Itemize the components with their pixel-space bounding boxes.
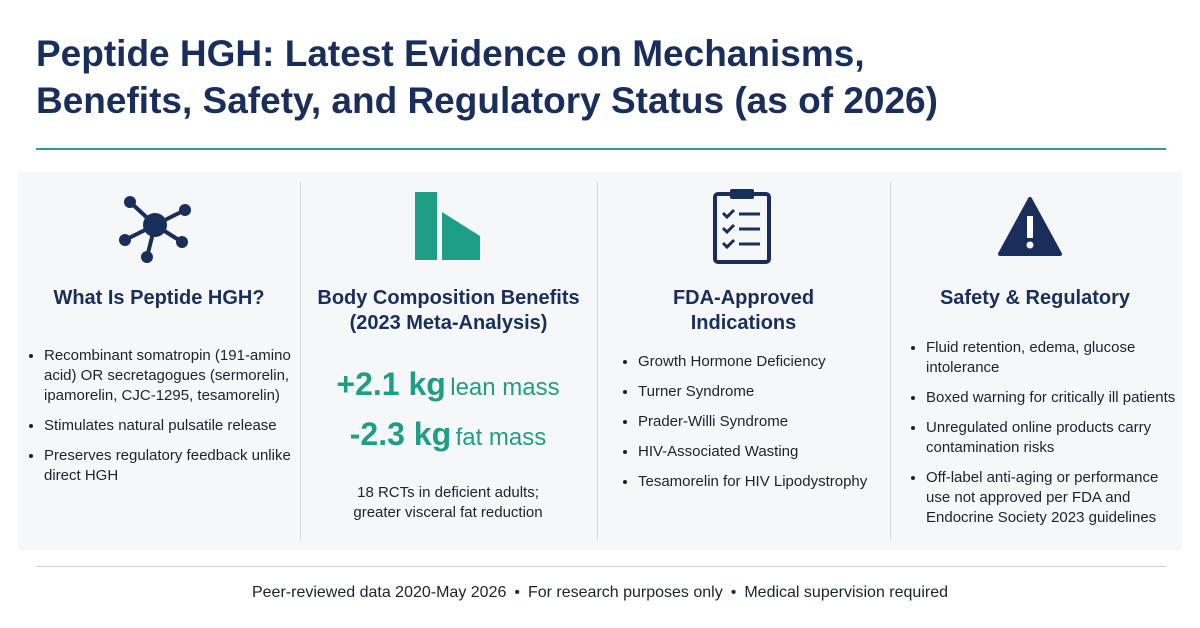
heading-line: What Is Peptide HGH? bbox=[53, 287, 265, 309]
bullet: HIV-Associated Wasting bbox=[638, 442, 878, 462]
title-line: Benefits, Safety, and Regulatory Status … bbox=[36, 80, 938, 121]
column-heading: Safety & Regulatory bbox=[890, 286, 1180, 311]
note: 18 RCTs in deficient adults; greater visc… bbox=[298, 483, 598, 523]
column-heading: FDA-Approved Indications bbox=[597, 286, 890, 336]
divider bbox=[36, 148, 1166, 150]
chart-icon bbox=[415, 192, 480, 260]
heading-line: (2023 Meta-Analysis) bbox=[349, 312, 548, 334]
heading-line: Safety & Regulatory bbox=[939, 287, 1131, 309]
bullet-dot: • bbox=[730, 584, 737, 601]
bullet: Tesamorelin for HIV Lipodystrophy bbox=[638, 472, 878, 492]
bullet-list: Growth Hormone Deficiency Turner Syndrome… bbox=[622, 352, 878, 502]
title: Peptide HGH: Latest Evidence on Mechanis… bbox=[36, 30, 1176, 124]
stat-label: lean mass bbox=[450, 374, 560, 401]
warning-icon bbox=[998, 197, 1062, 256]
heading-line: Body Composition Benefits bbox=[317, 287, 580, 309]
note-line: greater visceral fat reduction bbox=[353, 504, 543, 521]
stat-value: +2.1 kg bbox=[336, 366, 446, 402]
bullet-list: Fluid retention, edema, glucose intolera… bbox=[910, 338, 1176, 538]
bullet-list: Recombinant somatropin (191-amino acid) … bbox=[28, 346, 296, 496]
bullet: Boxed warning for critically ill patient… bbox=[926, 388, 1176, 408]
column-heading: Body Composition Benefits (2023 Meta-Anal… bbox=[300, 286, 597, 336]
divider bbox=[36, 566, 1166, 567]
column-heading: What Is Peptide HGH? bbox=[18, 286, 300, 311]
title-line: Peptide HGH: Latest Evidence on Mechanis… bbox=[36, 33, 865, 74]
footer-item: For research purposes only bbox=[527, 584, 723, 601]
bullet: Stimulates natural pulsatile release bbox=[44, 416, 296, 436]
bullet: Prader-Willi Syndrome bbox=[638, 412, 878, 432]
footer: Peer-reviewed data 2020-May 2026 • For res… bbox=[0, 584, 1200, 602]
heading-line: Indications bbox=[690, 312, 797, 334]
panel bbox=[18, 172, 1182, 550]
note-line: 18 RCTs in deficient adults; bbox=[357, 484, 539, 501]
bullet-dot: • bbox=[514, 584, 520, 601]
bullet: Recombinant somatropin (191-amino acid) … bbox=[44, 346, 296, 406]
stat-label: fat mass bbox=[455, 424, 547, 451]
clipboard-icon bbox=[713, 189, 771, 264]
separator bbox=[890, 182, 891, 540]
bullet: Off-label anti-aging or performance use … bbox=[926, 468, 1176, 528]
separator bbox=[300, 182, 301, 540]
separator bbox=[597, 182, 598, 540]
bullet: Fluid retention, edema, glucose intolera… bbox=[926, 338, 1176, 378]
stat: -2.3 kg fat mass bbox=[298, 416, 598, 453]
footer-item: Peer-reviewed data 2020-May 2026 bbox=[251, 584, 507, 601]
stat-value: -2.3 kg bbox=[349, 416, 452, 452]
stat: +2.1 kg lean mass bbox=[298, 366, 598, 403]
footer-item: Medical supervision required bbox=[744, 584, 948, 601]
bullet: Preserves regulatory feedback unlike dir… bbox=[44, 446, 296, 486]
bullet: Turner Syndrome bbox=[638, 382, 878, 402]
molecule-icon bbox=[119, 196, 191, 263]
heading-line: FDA-Approved bbox=[672, 287, 815, 309]
bullet: Unregulated online products carry contam… bbox=[926, 418, 1176, 458]
bullet: Growth Hormone Deficiency bbox=[638, 352, 878, 372]
